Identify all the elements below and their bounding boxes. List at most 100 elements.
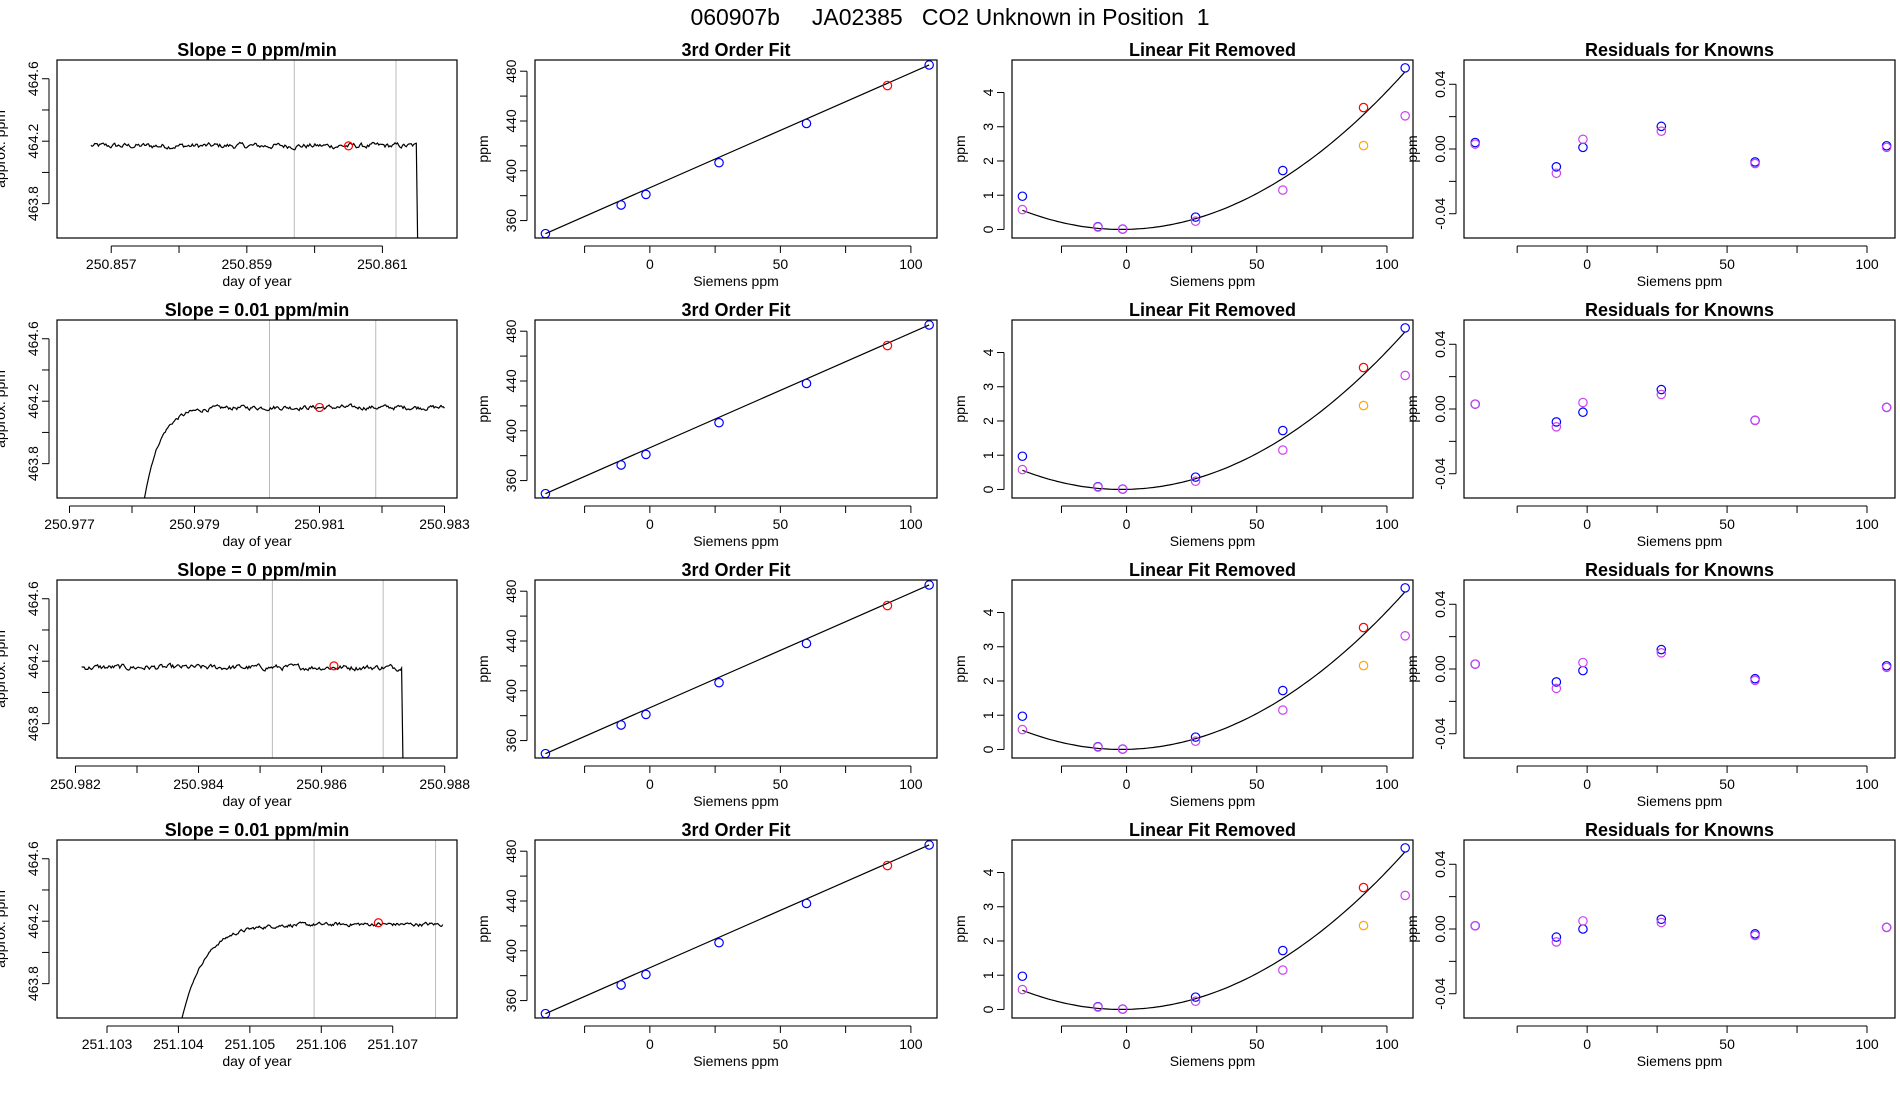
data-point	[1190, 736, 1201, 747]
y-axis-label: ppm	[475, 395, 491, 422]
y-axis-label: ppm	[1404, 395, 1420, 422]
x-tick-label: 50	[773, 256, 789, 272]
y-tick-label: 480	[503, 839, 519, 863]
data-point	[641, 709, 651, 720]
panel-title: Linear Fit Removed	[1129, 40, 1296, 60]
y-tick-label: 400	[503, 159, 519, 183]
x-tick-label: 100	[1375, 516, 1399, 532]
data-point	[1017, 711, 1028, 722]
x-axis-label: day of year	[222, 1053, 292, 1069]
x-tick-label: 0	[1123, 516, 1131, 532]
x-tick-label: 250.857	[86, 256, 137, 272]
y-tick-label: 463.8	[25, 446, 41, 481]
data-point	[882, 340, 893, 351]
data-point	[1278, 965, 1288, 975]
y-tick-label: 3	[980, 903, 996, 911]
data-point	[1190, 732, 1201, 742]
y-tick-label: 464.6	[25, 61, 41, 96]
data-point	[1190, 472, 1201, 482]
fit-curve	[1022, 591, 1406, 751]
data-point	[1578, 924, 1588, 934]
series-line	[81, 662, 404, 758]
y-tick-label: 440	[503, 629, 519, 653]
x-axis-label: Siemens ppm	[1170, 1053, 1256, 1069]
panel-r0-c0: Slope = 0 ppm/min 250.857 250.859 250.861 da…	[0, 40, 458, 289]
y-tick-label: 0.00	[1432, 915, 1448, 942]
x-tick-label: 0	[1583, 1036, 1591, 1052]
x-tick-label: 250.859	[222, 256, 273, 272]
y-tick-label: 2	[980, 677, 996, 685]
x-tick-label: 0	[646, 776, 654, 792]
data-point	[1400, 843, 1410, 853]
x-axis-label: day of year	[222, 273, 292, 289]
data-point	[1190, 216, 1201, 227]
data-point	[1190, 992, 1201, 1002]
data-point	[1358, 400, 1369, 411]
data-point	[1278, 185, 1288, 195]
x-tick-label: 100	[1375, 776, 1399, 792]
x-tick-label: 50	[1719, 516, 1735, 532]
y-tick-label: 0.04	[1432, 850, 1448, 877]
data-point	[1470, 139, 1480, 149]
plot-data	[1017, 323, 1410, 494]
data-point	[1278, 685, 1288, 696]
y-tick-label: 2	[980, 937, 996, 945]
y-tick-label: 464.2	[25, 903, 41, 938]
plot-frame	[56, 839, 458, 1019]
y-tick-label: 464.6	[25, 841, 41, 876]
data-point	[1551, 417, 1562, 427]
x-tick-label: 250.977	[44, 516, 95, 532]
panel-r3-c0: Slope = 0.01 ppm/min 251.103 251.104 251.10…	[0, 820, 458, 1069]
x-axis-label: Siemens ppm	[1637, 1053, 1723, 1069]
data-point	[1190, 476, 1201, 487]
data-point	[1400, 630, 1410, 641]
data-point	[1578, 407, 1588, 418]
y-tick-label: 400	[503, 679, 519, 703]
plot-frame	[1011, 839, 1414, 1019]
data-point	[1881, 402, 1892, 413]
data-point	[1190, 996, 1201, 1007]
plot-frame	[1463, 59, 1896, 239]
data-point	[1093, 482, 1103, 492]
panel-r1-c2: Linear Fit Removed 0 50 100 Siemens ppm 0 1 2 3 4…	[952, 300, 1414, 549]
data-point	[801, 378, 812, 389]
data-point	[1400, 110, 1410, 121]
y-tick-label: 4	[980, 868, 996, 876]
series-line	[143, 403, 445, 498]
panel-title: Residuals for Knowns	[1585, 560, 1774, 580]
panel-title: Slope = 0 ppm/min	[177, 40, 337, 60]
y-axis-label: ppm	[952, 395, 968, 422]
y-tick-label: 0.00	[1432, 395, 1448, 422]
data-point	[714, 677, 724, 688]
y-tick-label: 4	[980, 348, 996, 356]
x-axis-label: Siemens ppm	[1637, 793, 1723, 809]
data-point	[1400, 583, 1410, 593]
panel-r0-c2: Linear Fit Removed 0 50 100 Siemens ppm 0 1 2 3 4…	[952, 40, 1414, 289]
data-point	[1278, 445, 1288, 455]
y-tick-label: 400	[503, 419, 519, 443]
y-tick-label: 0	[980, 225, 996, 233]
x-tick-label: 250.984	[173, 776, 224, 792]
data-point	[1358, 622, 1369, 633]
plot-frame	[1011, 59, 1414, 239]
panel-r0-c1: 3rd Order Fit 0 50 100 Siemens ppm 360 400 440 4…	[475, 40, 938, 289]
data-point	[1656, 121, 1667, 132]
x-tick-label: 250.988	[419, 776, 470, 792]
x-tick-label: 251.105	[225, 1036, 276, 1052]
panel-title: Slope = 0.01 ppm/min	[165, 820, 350, 840]
data-point	[1358, 140, 1369, 151]
y-tick-label: 3	[980, 383, 996, 391]
series-line	[90, 141, 419, 238]
data-point	[641, 969, 651, 980]
data-point	[1578, 665, 1588, 676]
data-point	[1750, 930, 1760, 941]
plot-frame	[1011, 319, 1414, 499]
x-tick-label: 0	[1123, 256, 1131, 272]
plot-frame	[534, 59, 938, 239]
panel-r3-c3: Residuals for Knowns 0 50 100 Siemens ppm -0.…	[1404, 820, 1896, 1069]
x-axis-label: Siemens ppm	[1637, 273, 1723, 289]
fit-line	[545, 324, 930, 495]
panel-title: 3rd Order Fit	[681, 40, 790, 60]
plot-data	[1470, 914, 1892, 947]
